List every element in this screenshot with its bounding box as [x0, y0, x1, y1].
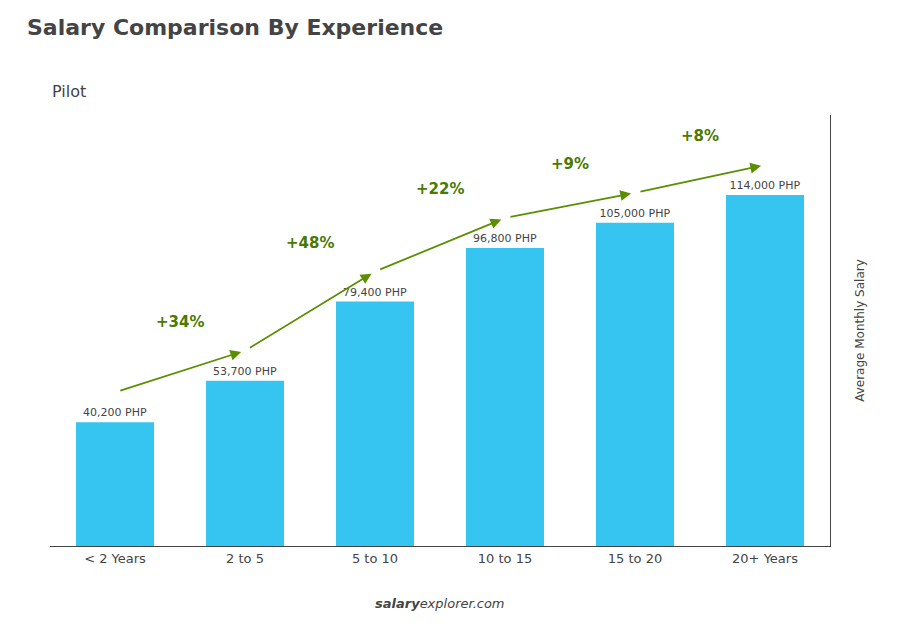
svg-text:5 to 10: 5 to 10 — [352, 551, 398, 566]
svg-text:53,700 PHP: 53,700 PHP — [213, 365, 277, 378]
svg-text:+34%: +34% — [156, 313, 204, 331]
svg-text:+9%: +9% — [551, 155, 589, 173]
svg-text:114,000 PHP: 114,000 PHP — [730, 179, 801, 192]
svg-text:96,800 PHP: 96,800 PHP — [473, 232, 537, 245]
svg-text:10 to 15: 10 to 15 — [478, 551, 532, 566]
svg-text:15 to 20: 15 to 20 — [608, 551, 662, 566]
svg-text:+22%: +22% — [416, 180, 464, 198]
svg-text:Salary Comparison By Experienc: Salary Comparison By Experience — [27, 15, 443, 40]
svg-text:79,400 PHP: 79,400 PHP — [343, 286, 407, 299]
svg-text:2 to 5: 2 to 5 — [226, 551, 264, 566]
svg-text:105,000 PHP: 105,000 PHP — [600, 207, 671, 220]
svg-text:+8%: +8% — [681, 127, 719, 145]
svg-text:salaryexplorer.com: salaryexplorer.com — [375, 596, 505, 611]
svg-text:40,200 PHP: 40,200 PHP — [83, 406, 147, 419]
svg-text:+48%: +48% — [286, 234, 334, 252]
svg-text:Pilot: Pilot — [52, 82, 86, 101]
svg-text:< 2 Years: < 2 Years — [84, 551, 146, 566]
svg-text:20+ Years: 20+ Years — [732, 551, 798, 566]
svg-text:Average Monthly Salary: Average Monthly Salary — [853, 259, 867, 402]
